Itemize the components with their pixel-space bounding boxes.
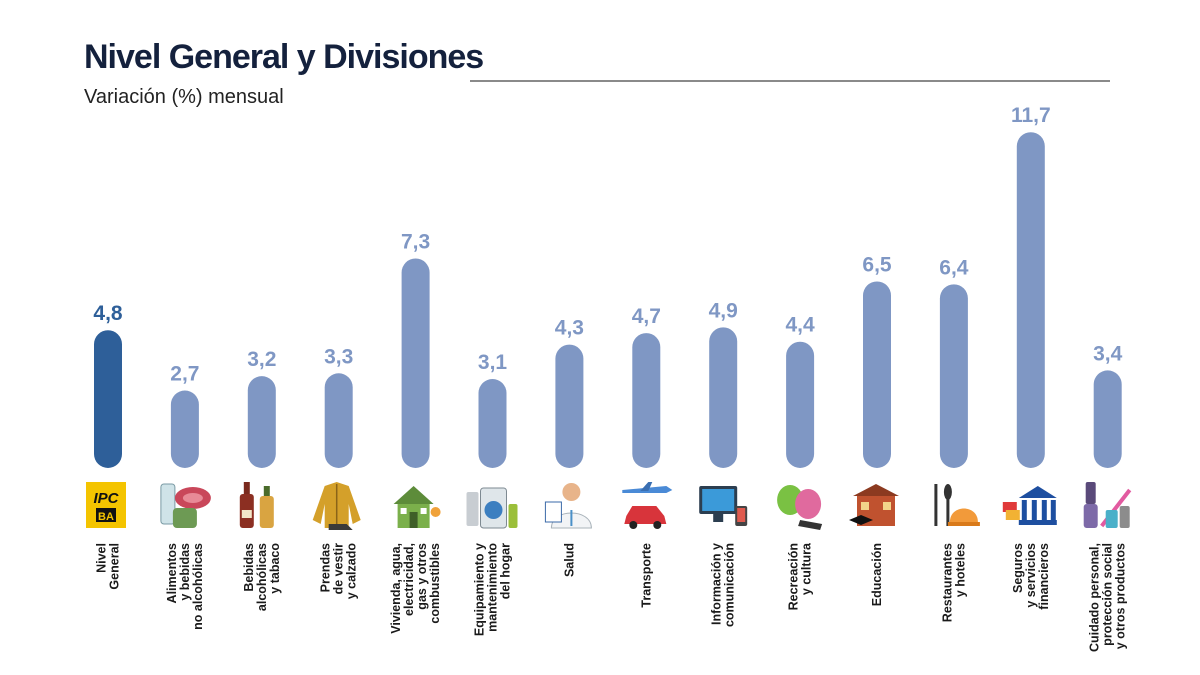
bottles-icon xyxy=(239,482,274,528)
jacket-shoe-icon xyxy=(312,482,361,530)
bar xyxy=(478,379,507,468)
dining-icon xyxy=(934,484,980,526)
category-label-line: y otros productos xyxy=(1114,543,1128,649)
bar xyxy=(1093,370,1122,468)
category-label: Recreacióny cultura xyxy=(787,542,814,610)
bar xyxy=(170,390,199,468)
school-icon xyxy=(849,484,899,526)
bar xyxy=(247,376,276,468)
bar xyxy=(863,281,891,468)
category-label-line: financieros xyxy=(1037,543,1051,610)
house-icon xyxy=(393,486,441,528)
category-label-line: y tabaco xyxy=(268,543,282,594)
category-label-line: comunicación xyxy=(723,543,737,627)
category-label-line: Nivel xyxy=(95,543,109,573)
logo-text-ba: BA xyxy=(98,511,114,523)
category-label: Equipamiento ymantenimientodel hogar xyxy=(473,543,513,636)
category-label-line: Bebidas xyxy=(242,543,256,592)
bar xyxy=(94,330,122,468)
data-label: 2,7 xyxy=(170,363,199,386)
category-label-line: electricidad, xyxy=(402,543,416,616)
data-label: 7,3 xyxy=(401,230,430,253)
category-label-line: combustibles xyxy=(428,543,442,624)
data-label: 3,1 xyxy=(478,351,508,374)
title-rule xyxy=(470,80,1110,82)
bar xyxy=(324,373,353,468)
personal-care-icon xyxy=(1083,482,1132,528)
category-label-line: Información y xyxy=(710,543,724,625)
category-label-line: del hogar xyxy=(499,543,513,599)
data-label: 3,2 xyxy=(247,348,276,371)
bar xyxy=(939,284,968,468)
category-label-line: Equipamiento y xyxy=(473,543,487,636)
bar xyxy=(632,333,661,468)
category-label-line: y cultura xyxy=(800,542,814,595)
category-label-line: y bebidas xyxy=(178,543,192,601)
data-label: 4,7 xyxy=(632,305,661,328)
category-label: Transporte xyxy=(639,543,653,608)
chart-subtitle: Variación (%) mensual xyxy=(84,86,284,108)
appliances-icon xyxy=(466,487,518,529)
data-label: 4,9 xyxy=(709,299,738,322)
category-label: Restaurantesy hoteles xyxy=(940,543,967,622)
category-label-line: Educación xyxy=(870,543,884,606)
category-label-line: Alimentos xyxy=(165,543,179,603)
category-label-line: Restaurantes xyxy=(940,543,954,622)
logo-text-ipc: IPC xyxy=(93,490,119,507)
bar xyxy=(401,258,430,468)
category-label-line: Salud xyxy=(562,543,576,577)
category-label: Cuidado personal,protección socialy otro… xyxy=(1088,543,1128,652)
category-label-line: y hoteles xyxy=(953,543,967,597)
data-label: 3,3 xyxy=(324,345,353,368)
category-label: Salud xyxy=(562,543,576,577)
bar xyxy=(555,344,584,468)
chart-title: Nivel General y Divisiones xyxy=(84,38,484,76)
food-icon xyxy=(160,483,211,528)
bar xyxy=(1016,132,1045,468)
category-label-line: Seguros xyxy=(1011,543,1025,593)
category-label-line: Transporte xyxy=(639,543,653,608)
category-label-line: y servicios xyxy=(1024,543,1038,608)
category-label-line: protección social xyxy=(1101,543,1115,646)
category-label-line: gas y otros xyxy=(415,543,429,610)
category-label: Bebidasalcohólicasy tabaco xyxy=(242,543,282,611)
car-plane-icon xyxy=(622,482,673,529)
category-label: Educación xyxy=(870,543,884,606)
category-label-line: Recreación xyxy=(787,543,801,610)
bar xyxy=(709,327,738,468)
category-label-line: de vestir xyxy=(332,543,346,595)
category-label: Alimentosy bebidasno alcohólicas xyxy=(165,543,205,630)
bar xyxy=(786,341,815,468)
data-label: 6,5 xyxy=(862,253,892,276)
data-label: 4,8 xyxy=(93,302,123,325)
category-label-line: Cuidado personal, xyxy=(1088,543,1102,652)
category-label: Prendasde vestiry calzado xyxy=(319,543,359,600)
category-label-line: mantenimiento xyxy=(486,543,500,632)
category-label-line: Vivienda, agua, xyxy=(389,543,403,634)
category-label-line: no alcohólicas xyxy=(191,543,205,630)
data-label: 3,4 xyxy=(1093,342,1123,365)
computer-icon xyxy=(699,486,748,526)
category-label: NivelGeneral xyxy=(95,543,122,590)
data-label: 6,4 xyxy=(939,256,969,279)
theater-masks-icon xyxy=(777,485,823,530)
data-label: 11,7 xyxy=(1011,104,1051,127)
category-label: Segurosy serviciosfinancieros xyxy=(1011,543,1051,610)
category-label-line: y calzado xyxy=(345,543,359,600)
category-label-line: alcohólicas xyxy=(255,543,269,611)
category-label-line: General xyxy=(108,543,122,590)
category-label: Información ycomunicación xyxy=(710,543,737,627)
ipc-ba-logo-icon: IPC BA xyxy=(86,482,126,528)
doctor-icon xyxy=(544,483,592,529)
category-label: Vivienda, agua,electricidad,gas y otrosc… xyxy=(389,543,442,634)
category-label-line: Prendas xyxy=(319,543,333,592)
data-label: 4,3 xyxy=(555,317,584,340)
data-label: 4,4 xyxy=(785,314,815,337)
bank-icon xyxy=(1002,486,1057,525)
